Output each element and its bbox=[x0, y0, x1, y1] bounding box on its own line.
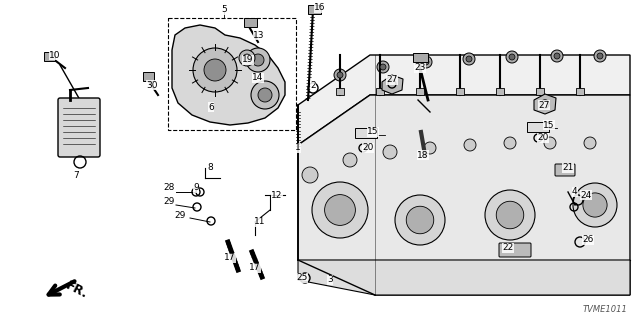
Circle shape bbox=[380, 64, 386, 70]
Circle shape bbox=[597, 53, 603, 59]
Text: 30: 30 bbox=[147, 81, 157, 90]
Text: 4: 4 bbox=[572, 188, 578, 196]
FancyBboxPatch shape bbox=[413, 52, 428, 61]
Circle shape bbox=[424, 142, 436, 154]
Circle shape bbox=[544, 137, 556, 149]
FancyBboxPatch shape bbox=[336, 88, 344, 95]
Circle shape bbox=[395, 195, 445, 245]
Text: 18: 18 bbox=[417, 150, 429, 159]
FancyBboxPatch shape bbox=[143, 71, 154, 81]
Circle shape bbox=[343, 153, 357, 167]
FancyBboxPatch shape bbox=[527, 122, 549, 132]
Text: 24: 24 bbox=[580, 190, 591, 199]
Circle shape bbox=[193, 48, 237, 92]
Text: 25: 25 bbox=[296, 274, 308, 283]
Text: 27: 27 bbox=[386, 76, 397, 84]
Polygon shape bbox=[382, 75, 403, 94]
Circle shape bbox=[583, 193, 607, 217]
Text: 17: 17 bbox=[249, 263, 260, 273]
Circle shape bbox=[551, 50, 563, 62]
FancyBboxPatch shape bbox=[355, 128, 377, 138]
Text: 7: 7 bbox=[73, 171, 79, 180]
Circle shape bbox=[377, 61, 389, 73]
Circle shape bbox=[383, 145, 397, 159]
Circle shape bbox=[204, 59, 226, 81]
Polygon shape bbox=[298, 95, 630, 295]
FancyBboxPatch shape bbox=[44, 52, 54, 60]
Circle shape bbox=[251, 81, 279, 109]
Text: 3: 3 bbox=[327, 276, 333, 284]
Circle shape bbox=[243, 54, 251, 62]
Circle shape bbox=[258, 88, 272, 102]
Text: 22: 22 bbox=[502, 244, 514, 252]
Polygon shape bbox=[298, 55, 630, 145]
Text: 6: 6 bbox=[208, 102, 214, 111]
FancyBboxPatch shape bbox=[536, 88, 544, 95]
Text: 9: 9 bbox=[193, 183, 199, 193]
FancyBboxPatch shape bbox=[307, 4, 321, 13]
Circle shape bbox=[239, 50, 255, 66]
Circle shape bbox=[246, 48, 270, 72]
Text: 2: 2 bbox=[310, 81, 316, 90]
Circle shape bbox=[252, 54, 264, 66]
Circle shape bbox=[573, 183, 617, 227]
FancyBboxPatch shape bbox=[499, 243, 531, 257]
FancyBboxPatch shape bbox=[58, 98, 100, 157]
Polygon shape bbox=[534, 94, 556, 114]
Text: 15: 15 bbox=[543, 121, 554, 130]
Text: 8: 8 bbox=[207, 164, 213, 172]
Text: 10: 10 bbox=[49, 51, 61, 60]
FancyBboxPatch shape bbox=[416, 88, 424, 95]
FancyBboxPatch shape bbox=[456, 88, 464, 95]
Circle shape bbox=[324, 195, 355, 225]
Text: 11: 11 bbox=[254, 218, 266, 227]
Text: 19: 19 bbox=[243, 55, 253, 65]
Text: 12: 12 bbox=[271, 190, 283, 199]
Polygon shape bbox=[298, 260, 630, 295]
Circle shape bbox=[584, 137, 596, 149]
Text: 23: 23 bbox=[414, 63, 426, 73]
Text: 13: 13 bbox=[253, 30, 265, 39]
Text: 29: 29 bbox=[175, 211, 186, 220]
Circle shape bbox=[337, 72, 343, 78]
Circle shape bbox=[312, 182, 368, 238]
FancyBboxPatch shape bbox=[496, 88, 504, 95]
Text: 29: 29 bbox=[164, 197, 175, 206]
Text: 15: 15 bbox=[367, 127, 378, 137]
Circle shape bbox=[463, 53, 475, 65]
Circle shape bbox=[496, 201, 524, 229]
FancyBboxPatch shape bbox=[555, 164, 575, 176]
Circle shape bbox=[485, 190, 535, 240]
Text: 17: 17 bbox=[224, 253, 236, 262]
Text: 14: 14 bbox=[252, 74, 264, 83]
Circle shape bbox=[464, 139, 476, 151]
Text: 21: 21 bbox=[562, 164, 573, 172]
Circle shape bbox=[509, 54, 515, 60]
FancyBboxPatch shape bbox=[576, 88, 584, 95]
FancyBboxPatch shape bbox=[376, 88, 384, 95]
Text: 16: 16 bbox=[314, 4, 326, 12]
Text: 26: 26 bbox=[582, 236, 593, 244]
Circle shape bbox=[334, 69, 346, 81]
Circle shape bbox=[423, 59, 429, 65]
Text: 27: 27 bbox=[538, 100, 549, 109]
Text: 1: 1 bbox=[295, 143, 301, 153]
Text: 5: 5 bbox=[221, 5, 227, 14]
Circle shape bbox=[554, 53, 560, 59]
Text: TVME1011: TVME1011 bbox=[583, 305, 628, 314]
Circle shape bbox=[302, 167, 318, 183]
Circle shape bbox=[504, 137, 516, 149]
Circle shape bbox=[420, 56, 432, 68]
Circle shape bbox=[594, 50, 606, 62]
Text: 20: 20 bbox=[537, 133, 548, 142]
Circle shape bbox=[466, 56, 472, 62]
Circle shape bbox=[506, 51, 518, 63]
Text: 28: 28 bbox=[164, 183, 175, 193]
FancyBboxPatch shape bbox=[243, 18, 257, 27]
Circle shape bbox=[406, 206, 434, 234]
Polygon shape bbox=[172, 25, 285, 125]
Text: 20: 20 bbox=[362, 143, 373, 153]
Text: FR.: FR. bbox=[64, 279, 90, 301]
